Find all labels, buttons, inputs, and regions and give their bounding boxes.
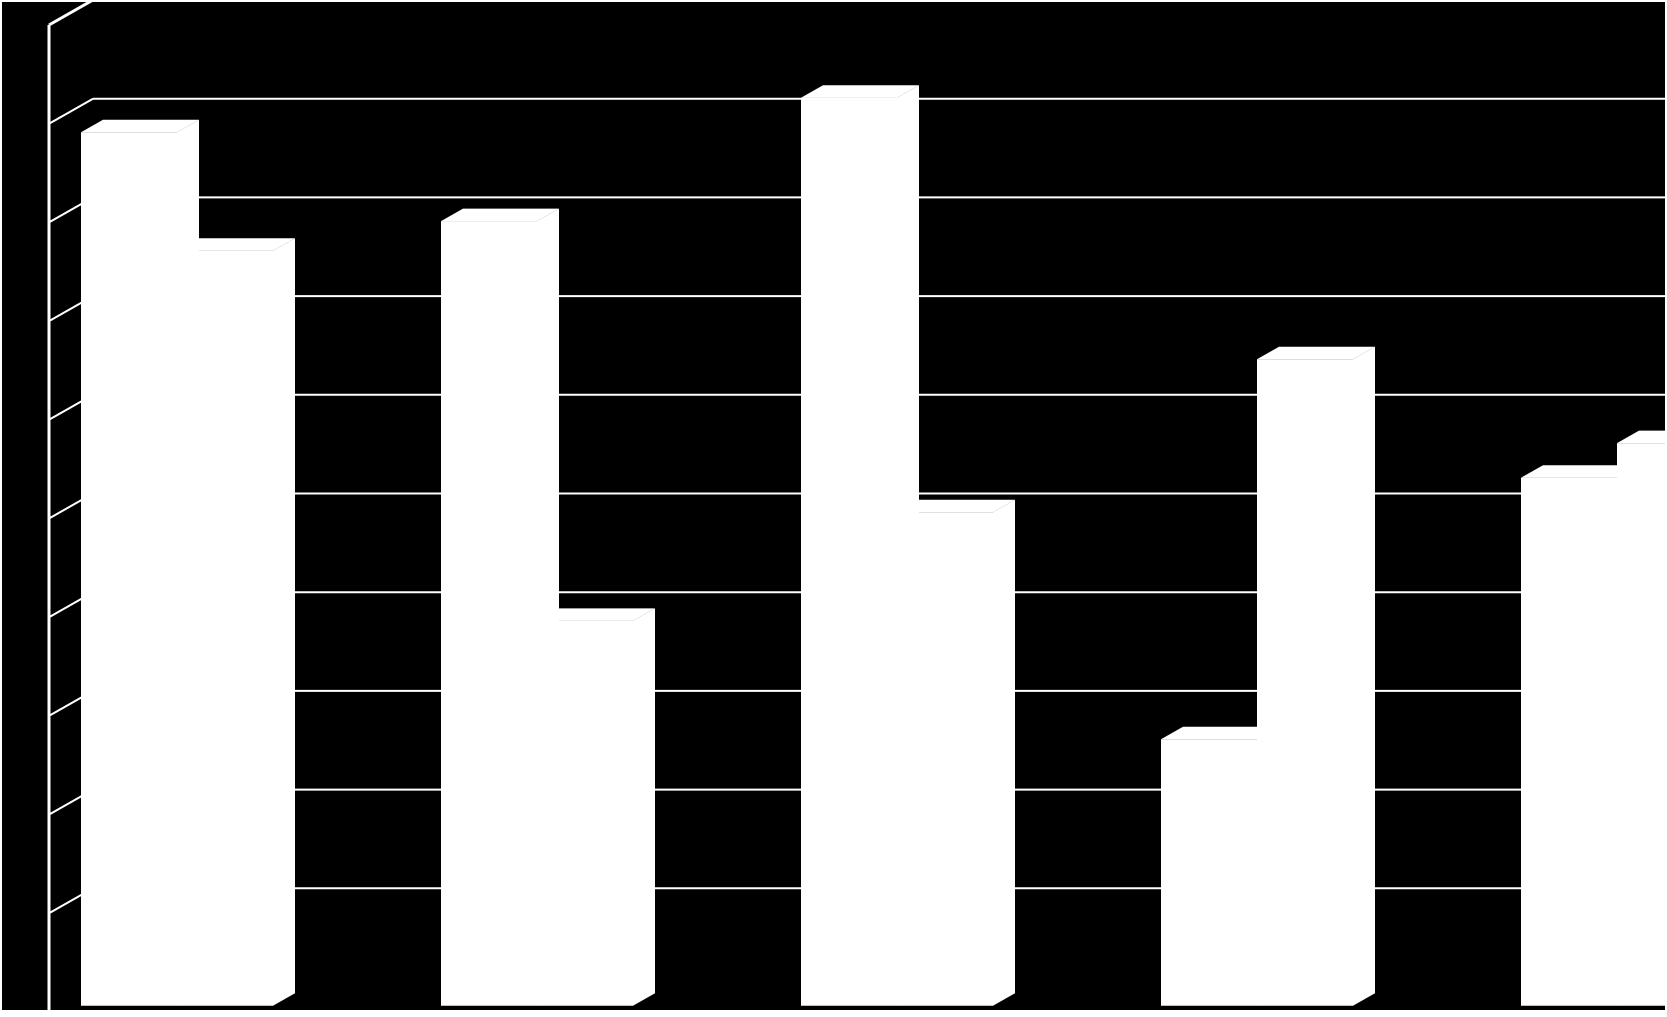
bar-side xyxy=(273,238,295,1006)
bar-side xyxy=(1353,347,1375,1006)
bar-front xyxy=(801,98,897,1006)
bar-front xyxy=(441,221,537,1006)
bar-front xyxy=(81,132,177,1005)
bar-front xyxy=(1617,443,1667,1006)
chart-svg xyxy=(0,0,1667,1012)
bar-front xyxy=(897,512,993,1006)
bar-side xyxy=(993,500,1015,1006)
bar-front xyxy=(1521,478,1617,1006)
bar-front xyxy=(537,621,633,1006)
bar-front xyxy=(1161,739,1257,1005)
bar-front xyxy=(177,251,273,1006)
bar-front xyxy=(1257,359,1353,1005)
bar-side xyxy=(633,608,655,1005)
chart-3d-bar xyxy=(0,0,1667,1012)
